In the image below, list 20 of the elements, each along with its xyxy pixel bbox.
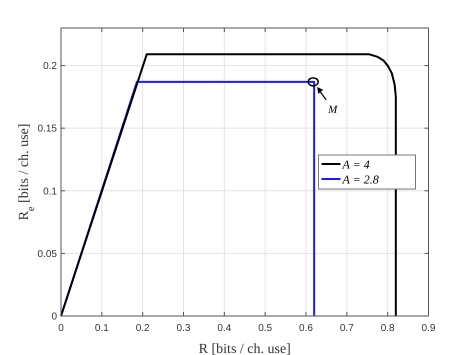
x-tick-label: 0.5 bbox=[258, 323, 273, 334]
x-tick-label: 0.9 bbox=[422, 323, 436, 334]
y-tick-label: 0.1 bbox=[43, 186, 58, 198]
x-axis-title: R [bits / ch. use] bbox=[198, 342, 291, 355]
x-tick-label: 0.3 bbox=[176, 323, 191, 334]
annotation: M bbox=[327, 104, 338, 116]
x-tick-label: 0.1 bbox=[94, 323, 110, 334]
line-series bbox=[60, 53, 397, 317]
legend-label: A = 2.8 bbox=[342, 172, 379, 186]
x-tick-label: 0 bbox=[58, 323, 64, 334]
legend-label: A = 4 bbox=[342, 158, 370, 172]
y-tick-label: 0.05 bbox=[38, 248, 58, 260]
x-tick-label: 0.2 bbox=[136, 323, 150, 334]
x-tick-label: 0.6 bbox=[299, 323, 314, 334]
y-tick-label: 0.2 bbox=[43, 61, 58, 72]
y-tick-label: 0 bbox=[51, 312, 58, 322]
x-tick-label: 0.7 bbox=[340, 323, 354, 334]
x-tick-label: 0.4 bbox=[217, 323, 232, 334]
x-tick-label: 0.8 bbox=[380, 323, 396, 334]
y-tick-label: 0.15 bbox=[38, 124, 58, 135]
